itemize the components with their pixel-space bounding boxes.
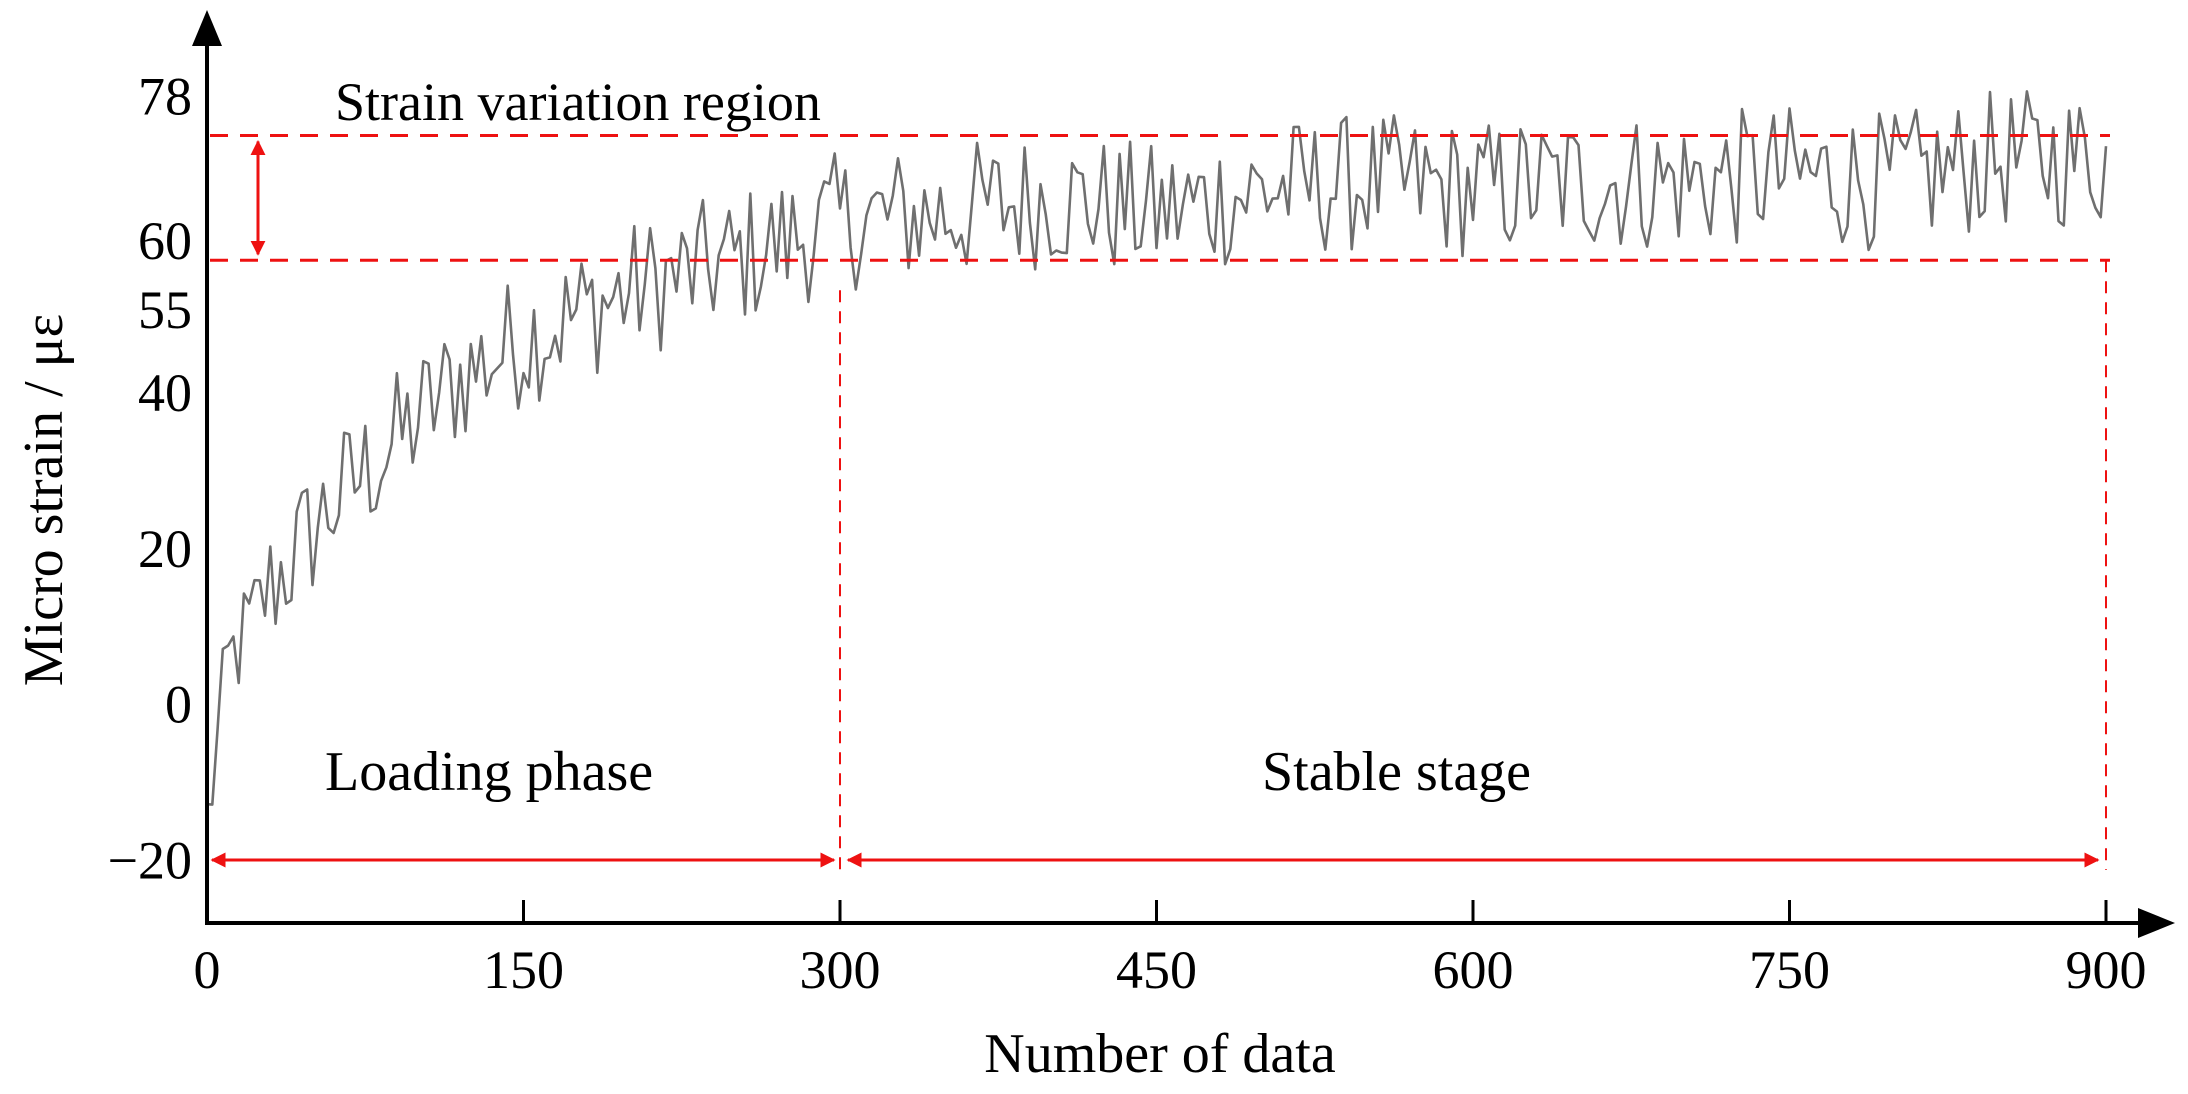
x-tick-label: 150 [483, 940, 564, 1000]
y-axis-label: Micro strain / με [13, 314, 75, 686]
x-tick-marks [205, 900, 2108, 923]
y-tick-label: 20 [138, 519, 192, 579]
x-axis-label: Number of data [984, 1023, 1336, 1085]
y-tick-label: 0 [165, 675, 192, 735]
loading-phase-label: Loading phase [325, 741, 653, 803]
x-tick-label: 0 [194, 940, 221, 1000]
x-tick-labels: 0 150 300 450 600 750 900 [194, 940, 2147, 1000]
strain-variation-region-label: Strain variation region [335, 72, 821, 132]
y-tick-label: 40 [138, 363, 192, 423]
y-tick-label: 60 [138, 211, 192, 271]
x-tick-label: 300 [800, 940, 881, 1000]
x-tick-label: 900 [2066, 940, 2147, 1000]
x-tick-label: 450 [1116, 940, 1197, 1000]
y-tick-label: −20 [108, 831, 192, 891]
y-tick-labels: −20 0 20 40 55 60 78 [108, 67, 192, 891]
x-axis-arrowhead [2138, 908, 2175, 938]
y-axis-arrowhead [192, 10, 222, 46]
y-tick-label: 55 [138, 280, 192, 340]
y-tick-label: 78 [138, 67, 192, 127]
x-tick-label: 750 [1749, 940, 1830, 1000]
x-tick-label: 600 [1433, 940, 1514, 1000]
stable-stage-label: Stable stage [1262, 741, 1531, 803]
strain-series-line [206, 90, 2108, 806]
